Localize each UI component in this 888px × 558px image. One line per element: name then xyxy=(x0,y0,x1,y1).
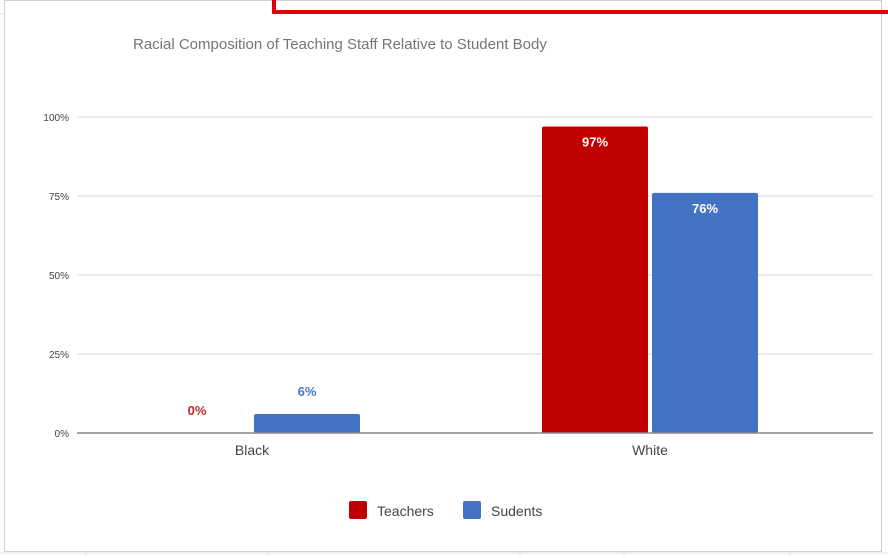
bar-teachers-white xyxy=(542,126,648,433)
y-tick-label: 50% xyxy=(49,271,69,282)
legend-label-students: Sudents xyxy=(491,503,542,519)
legend[interactable]: Teachers Sudents xyxy=(349,501,542,519)
legend-label-teachers: Teachers xyxy=(377,503,434,519)
data-label: 76% xyxy=(692,201,718,216)
bars: 0% 6% 97% 76% xyxy=(188,126,758,433)
bar-chart: Racial Composition of Teaching Staff Rel… xyxy=(43,36,873,519)
data-label: 6% xyxy=(298,384,317,399)
selection-highlight xyxy=(272,0,888,14)
data-label: 97% xyxy=(582,134,608,149)
x-tick-label: White xyxy=(632,442,668,458)
y-tick-label: 75% xyxy=(49,192,69,203)
data-label: 0% xyxy=(188,403,207,418)
x-tick-label: Black xyxy=(235,442,270,458)
legend-swatch-students xyxy=(463,501,481,519)
bar-sudents-black xyxy=(254,414,360,433)
legend-swatch-teachers xyxy=(349,501,367,519)
y-axis-ticks: 0% 25% 50% 75% 100% xyxy=(43,113,69,440)
y-tick-label: 25% xyxy=(49,350,69,361)
x-axis-ticks: Black White xyxy=(235,442,668,458)
chart-title: Racial Composition of Teaching Staff Rel… xyxy=(133,36,547,53)
y-tick-label: 0% xyxy=(55,429,70,440)
y-tick-label: 100% xyxy=(43,113,69,124)
bar-sudents-white xyxy=(652,192,758,433)
chart-container[interactable]: Racial Composition of Teaching Staff Rel… xyxy=(4,0,882,552)
